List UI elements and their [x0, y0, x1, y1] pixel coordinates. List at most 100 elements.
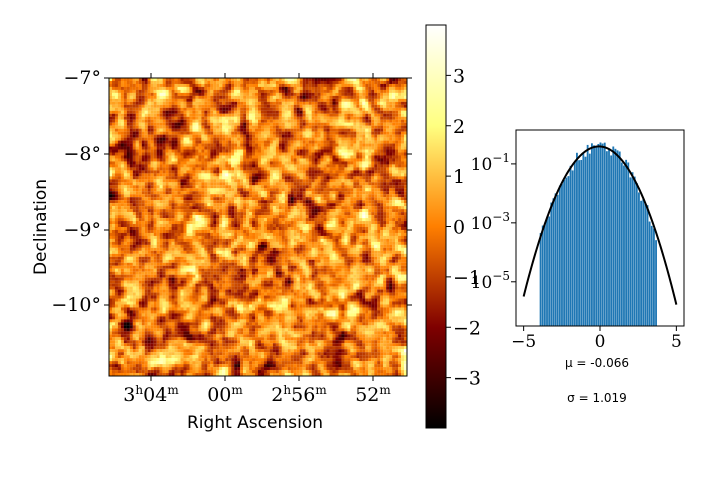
- map-pixel: [272, 98, 276, 102]
- map-pixel: [299, 191, 303, 195]
- map-pixel: [177, 128, 181, 132]
- map-pixel: [150, 122, 154, 126]
- map-pixel: [109, 182, 113, 186]
- map-pixel: [275, 122, 279, 126]
- map-pixel: [153, 101, 157, 105]
- map-pixel: [126, 143, 130, 147]
- map-pixel: [168, 215, 172, 219]
- map-pixel: [383, 113, 387, 117]
- map-pixel: [246, 176, 250, 180]
- map-pixel: [284, 131, 288, 135]
- map-pixel: [228, 206, 232, 210]
- map-pixel: [401, 149, 405, 153]
- map-pixel: [195, 83, 199, 87]
- map-pixel: [314, 110, 318, 114]
- map-pixel: [147, 143, 151, 147]
- map-pixel: [389, 134, 393, 138]
- map-pixel: [281, 131, 285, 135]
- map-pixel: [359, 125, 363, 129]
- map-pixel: [177, 206, 181, 210]
- map-pixel: [260, 107, 265, 111]
- map-pixel: [356, 110, 360, 114]
- map-pixel: [132, 221, 136, 225]
- map-pixel: [320, 215, 324, 219]
- map-pixel: [326, 176, 330, 180]
- map-pixel: [174, 137, 178, 141]
- map-pixel: [192, 155, 196, 159]
- map-pixel: [198, 98, 202, 102]
- map-pixel: [201, 104, 205, 108]
- map-pixel: [252, 78, 256, 82]
- map-pixel: [317, 95, 321, 99]
- map-pixel: [296, 155, 300, 159]
- map-pixel: [109, 146, 113, 150]
- map-pixel: [311, 215, 315, 219]
- map-pixel: [126, 179, 130, 183]
- map-pixel: [299, 158, 303, 162]
- map-pixel: [195, 167, 199, 171]
- map-pixel: [320, 116, 324, 120]
- map-pixel: [272, 158, 276, 162]
- map-pixel: [335, 131, 339, 135]
- map-pixel: [260, 134, 265, 138]
- map-pixel: [335, 92, 339, 96]
- map-pixel: [326, 122, 330, 126]
- map-pixel: [162, 167, 166, 171]
- map-pixel: [359, 146, 363, 150]
- map-pixel: [368, 173, 372, 177]
- map-pixel: [329, 155, 333, 159]
- map-pixel: [123, 194, 127, 198]
- map-pixel: [389, 176, 393, 180]
- map-pixel: [111, 134, 116, 138]
- map-pixel: [195, 98, 199, 102]
- map-pixel: [383, 221, 387, 225]
- map-pixel: [198, 86, 202, 90]
- map-pixel: [383, 134, 387, 138]
- map-pixel: [225, 185, 229, 189]
- map-pixel: [293, 209, 297, 213]
- map-pixel: [305, 110, 309, 114]
- map-pixel: [117, 158, 121, 162]
- map-pixel: [255, 209, 259, 213]
- map-pixel: [320, 119, 324, 123]
- map-pixel: [180, 158, 184, 162]
- map-pixel: [120, 161, 124, 165]
- map-pixel: [195, 128, 199, 132]
- map-pixel: [150, 221, 154, 225]
- map-pixel: [213, 116, 217, 120]
- map-pixel: [109, 113, 113, 117]
- map-pixel: [195, 140, 199, 144]
- map-pixel: [368, 149, 372, 153]
- map-pixel: [219, 194, 223, 198]
- map-pixel: [156, 131, 160, 135]
- map-pixel: [153, 104, 157, 108]
- map-pixel: [326, 194, 330, 198]
- map-pixel: [269, 197, 273, 201]
- map-pixel: [299, 143, 303, 147]
- map-pixel: [347, 182, 351, 186]
- map-pixel: [114, 179, 118, 183]
- map-pixel: [377, 185, 381, 189]
- map-pixel: [243, 95, 247, 99]
- map-pixel: [207, 78, 211, 82]
- map-pixel: [249, 104, 253, 108]
- map-pixel: [249, 131, 253, 135]
- map-pixel: [237, 155, 241, 159]
- map-pixel: [347, 224, 351, 228]
- map-pixel: [222, 179, 226, 183]
- map-pixel: [174, 113, 178, 117]
- map-pixel: [216, 83, 220, 87]
- map-pixel: [311, 191, 315, 195]
- map-pixel: [293, 78, 297, 82]
- map-pixel: [129, 98, 133, 102]
- map-pixel: [392, 161, 396, 165]
- map-pixel: [234, 86, 238, 90]
- map-pixel: [278, 86, 282, 90]
- map-pixel: [219, 203, 223, 207]
- map-pixel: [284, 170, 288, 174]
- map-pixel: [305, 89, 309, 93]
- map-pixel: [269, 149, 273, 153]
- map-pixel: [180, 122, 184, 126]
- map-pixel: [120, 104, 124, 108]
- map-pixel: [398, 92, 402, 96]
